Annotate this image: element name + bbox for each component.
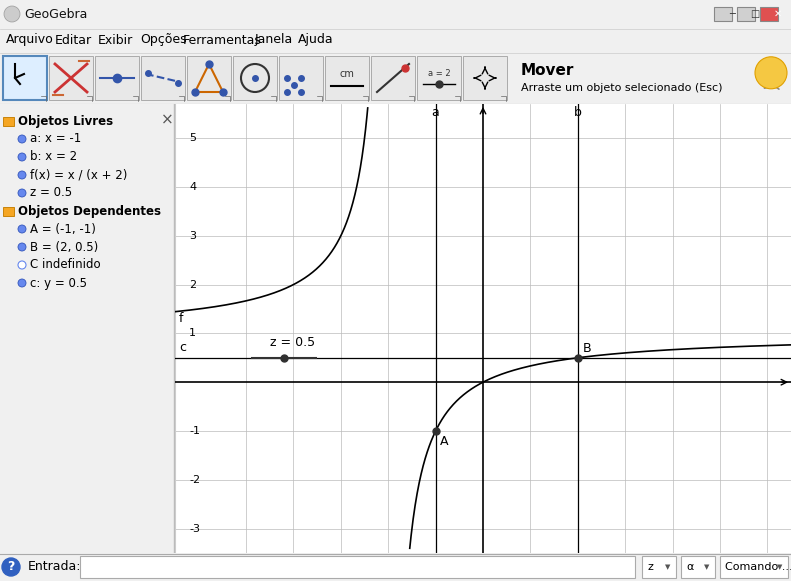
Text: z = 0.5: z = 0.5 [270, 336, 315, 349]
Text: 2: 2 [189, 279, 196, 289]
Text: 5: 5 [189, 133, 196, 143]
Circle shape [4, 6, 20, 22]
Text: b: x = 2: b: x = 2 [30, 150, 78, 163]
Text: Ferramentas: Ferramentas [183, 34, 262, 46]
Circle shape [18, 189, 26, 197]
FancyBboxPatch shape [325, 56, 369, 100]
FancyBboxPatch shape [642, 556, 676, 578]
Circle shape [18, 153, 26, 161]
Circle shape [2, 558, 20, 576]
Circle shape [18, 225, 26, 233]
Text: α: α [686, 562, 694, 572]
FancyBboxPatch shape [80, 556, 635, 578]
Text: z = 0.5: z = 0.5 [30, 187, 72, 199]
Text: Ajuda: Ajuda [297, 34, 333, 46]
Text: a: a [432, 106, 440, 120]
FancyBboxPatch shape [95, 56, 139, 100]
Text: 3: 3 [189, 231, 196, 241]
Text: Arquivo: Arquivo [6, 34, 54, 46]
Text: Objetos Dependentes: Objetos Dependentes [18, 205, 161, 217]
FancyBboxPatch shape [3, 207, 14, 216]
Text: -1: -1 [189, 426, 200, 436]
Text: Editar: Editar [55, 34, 92, 46]
Text: Opções: Opções [140, 34, 187, 46]
Text: B = (2, 0.5): B = (2, 0.5) [30, 241, 98, 253]
FancyBboxPatch shape [279, 56, 323, 100]
Text: -3: -3 [189, 523, 200, 533]
Text: 4: 4 [189, 182, 196, 192]
Text: ?: ? [7, 561, 15, 573]
FancyBboxPatch shape [3, 117, 14, 126]
FancyBboxPatch shape [3, 56, 47, 100]
Text: Exibir: Exibir [97, 34, 133, 46]
FancyBboxPatch shape [187, 56, 231, 100]
Text: c: c [179, 341, 186, 354]
FancyBboxPatch shape [737, 7, 755, 21]
Text: ×: × [161, 112, 173, 127]
Text: a: x = -1: a: x = -1 [30, 132, 81, 145]
Text: c: y = 0.5: c: y = 0.5 [30, 277, 87, 289]
FancyBboxPatch shape [681, 556, 715, 578]
FancyBboxPatch shape [760, 7, 778, 21]
Text: z: z [647, 562, 653, 572]
Text: ▼: ▼ [665, 564, 671, 570]
Circle shape [18, 279, 26, 287]
Circle shape [18, 243, 26, 251]
Text: C indefinido: C indefinido [30, 259, 100, 271]
Text: A = (-1, -1): A = (-1, -1) [30, 223, 96, 235]
Text: Entrada:: Entrada: [28, 561, 81, 573]
Text: ─: ─ [729, 9, 735, 19]
FancyBboxPatch shape [49, 56, 93, 100]
Text: 1: 1 [189, 328, 196, 338]
Circle shape [18, 171, 26, 179]
FancyBboxPatch shape [233, 56, 277, 100]
FancyBboxPatch shape [463, 56, 507, 100]
Text: A: A [441, 435, 448, 448]
Circle shape [755, 57, 787, 89]
Circle shape [18, 261, 26, 269]
Text: Objetos Livres: Objetos Livres [18, 114, 113, 127]
Text: Arraste um objeto selecionado (Esc): Arraste um objeto selecionado (Esc) [521, 84, 722, 94]
Text: b: b [573, 106, 581, 120]
Text: f(x) = x / (x + 2): f(x) = x / (x + 2) [30, 168, 127, 181]
Text: Janela: Janela [255, 34, 293, 46]
Text: f: f [179, 312, 184, 325]
Text: -2: -2 [189, 475, 200, 485]
FancyBboxPatch shape [714, 7, 732, 21]
Text: cm: cm [339, 69, 354, 79]
Text: ▼: ▼ [778, 564, 782, 570]
Text: □: □ [751, 9, 759, 19]
FancyBboxPatch shape [141, 56, 185, 100]
FancyBboxPatch shape [371, 56, 415, 100]
Text: GeoGebra: GeoGebra [24, 8, 87, 20]
Text: B: B [582, 342, 591, 355]
Text: ✕: ✕ [774, 9, 782, 19]
Text: a = 2: a = 2 [428, 70, 450, 78]
Text: ▼: ▼ [704, 564, 710, 570]
FancyBboxPatch shape [417, 56, 461, 100]
Text: Comando ...: Comando ... [725, 562, 791, 572]
Text: Mover: Mover [521, 63, 574, 78]
FancyBboxPatch shape [720, 556, 788, 578]
Circle shape [18, 135, 26, 143]
